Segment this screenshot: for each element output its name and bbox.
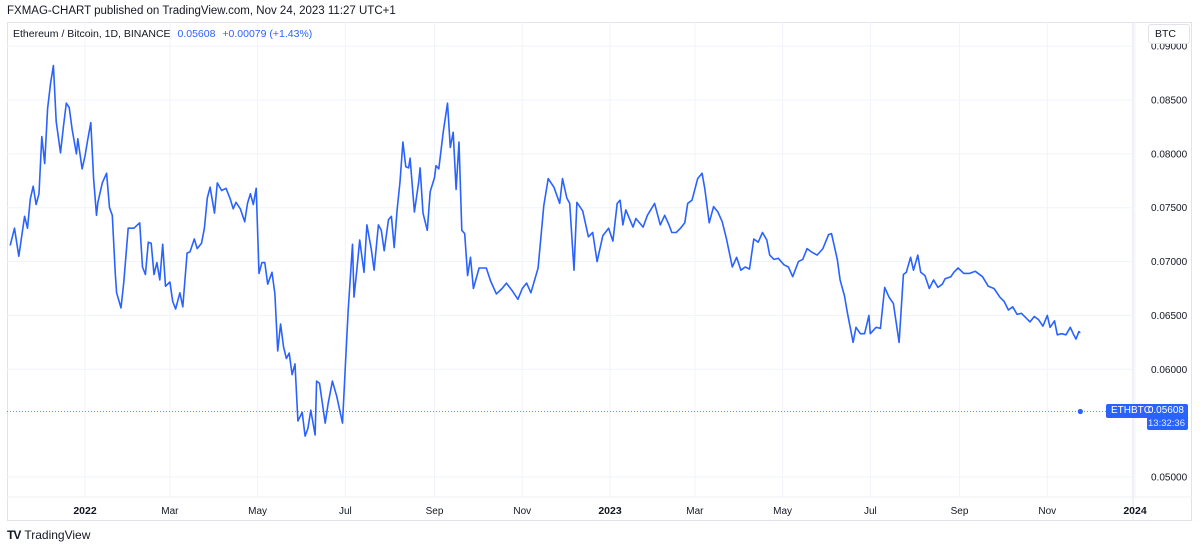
price-tick-label: 0.06500 xyxy=(1151,311,1188,322)
time-tick-label: Jul xyxy=(864,506,877,517)
price-tick-label: 0.08500 xyxy=(1151,96,1188,107)
time-tick-label: 2022 xyxy=(73,505,97,517)
price-tick-label: 0.06000 xyxy=(1151,365,1188,376)
last-point-marker xyxy=(1077,408,1083,415)
time-tick-label: Mar xyxy=(161,506,179,517)
last-price-value: 0.05608 xyxy=(1147,405,1184,416)
time-tick-label: Nov xyxy=(1038,506,1056,517)
time-axis[interactable]: 2022 Mar May Jul Sep Nov 2023 Mar May Jul Sep Nov 20… xyxy=(73,505,1147,517)
price-tick-label: 0.07000 xyxy=(1151,257,1188,268)
time-tick-label: May xyxy=(773,506,792,517)
time-tick-label: Sep xyxy=(426,506,444,517)
tradingview-logo-icon: TV xyxy=(7,528,21,542)
last-price-ticker: ETHBTC xyxy=(1111,405,1151,416)
time-tick-label: Jul xyxy=(339,506,352,517)
time-tick-label: Sep xyxy=(951,506,969,517)
symbol-legend: Ethereum / Bitcoin, 1D, BINANCE 0.05608 … xyxy=(13,28,312,40)
time-tick-label: 2023 xyxy=(598,505,622,517)
price-tick-label: 0.07500 xyxy=(1151,203,1188,214)
last-value: 0.05608 xyxy=(177,28,216,40)
price-tick-label: 0.08000 xyxy=(1151,149,1188,160)
price-axis[interactable]: 0.09000 0.08500 0.08000 0.07500 0.07000 0.065… xyxy=(1151,42,1188,484)
tradingview-logo-text: TradingView xyxy=(24,528,91,542)
time-tick-label: Nov xyxy=(513,506,531,517)
grid-lines xyxy=(7,22,1192,521)
symbol-title: Ethereum / Bitcoin, 1D, BINANCE xyxy=(13,28,171,40)
price-tick-label: 0.05000 xyxy=(1151,473,1188,484)
price-tick-label: 0.09000 xyxy=(1151,42,1188,53)
change-value: +0.00079 (+1.43%) xyxy=(222,28,313,40)
time-tick-label: 2024 xyxy=(1123,505,1147,517)
time-tick-label: May xyxy=(248,506,267,517)
last-price-label: ETHBTC 0.05608 xyxy=(1106,404,1188,418)
published-caption: FXMAG-CHART published on TradingView.com… xyxy=(7,5,396,17)
currency-button[interactable]: BTC xyxy=(1148,24,1190,44)
chart-frame xyxy=(7,22,1192,521)
ethbtc-line-series xyxy=(9,64,1081,437)
tradingview-logo[interactable]: TV TradingView xyxy=(7,528,90,542)
time-tick-label: Mar xyxy=(686,506,704,517)
bar-countdown: 13:32:36 xyxy=(1147,418,1188,430)
